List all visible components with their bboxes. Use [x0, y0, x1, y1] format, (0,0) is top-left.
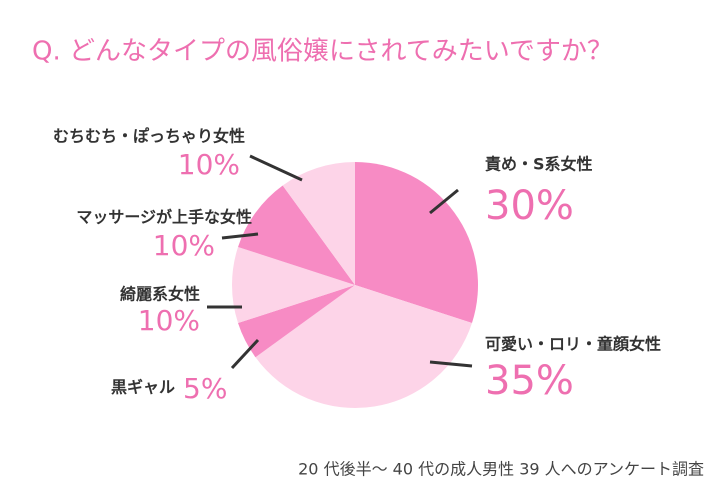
- leader-line: [249, 154, 303, 182]
- pie-slice: [355, 162, 478, 324]
- slice-label: 黒ギャル: [111, 378, 175, 397]
- value-label: 10%: [178, 148, 240, 181]
- value-label: 10%: [138, 304, 200, 337]
- slice-label: 綺麗系女性: [120, 285, 200, 304]
- value-label: 5%: [183, 372, 227, 405]
- leader-line: [230, 338, 260, 370]
- pie-slice: [255, 285, 472, 409]
- slice-label: 責め・S系女性: [485, 155, 593, 174]
- pie-slice: [238, 185, 355, 285]
- note: 20 代後半〜 40 代の成人男性 39 人へのアンケート調査: [298, 460, 704, 479]
- leader-line: [221, 232, 259, 240]
- slice-label: 可愛い・ロリ・童顔女性: [485, 335, 661, 354]
- chart-title: Q. どんなタイプの風俗嬢にされてみたいですか？: [32, 37, 613, 67]
- value-label: 30%: [485, 183, 574, 229]
- leader-line: [429, 188, 459, 215]
- slice-label: マッサージが上手な女性: [76, 208, 252, 227]
- pie-slice: [231, 246, 355, 324]
- value-label: 10%: [153, 229, 215, 262]
- pie-slice: [282, 162, 355, 285]
- pie-slice: [238, 285, 355, 358]
- leader-line: [429, 360, 473, 368]
- slice-label: むちむち・ぽっちゃり女性: [53, 127, 245, 146]
- value-label: 35%: [485, 358, 574, 404]
